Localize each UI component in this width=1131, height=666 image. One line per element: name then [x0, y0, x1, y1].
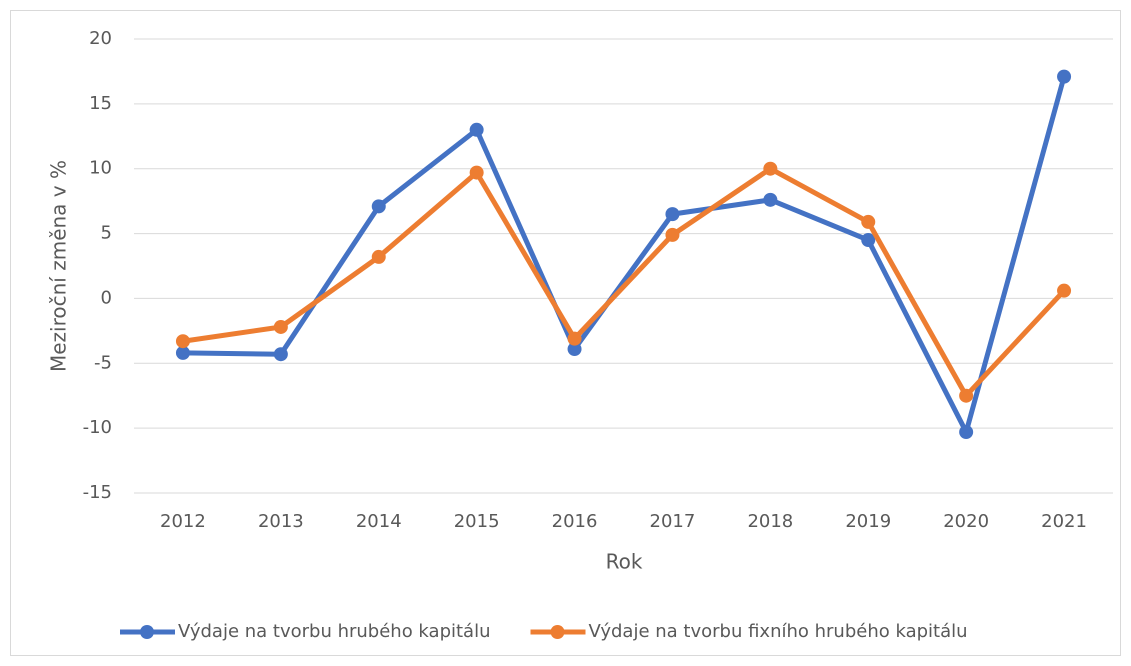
series-line [182, 75, 1067, 435]
y-tick-label: 0 [101, 287, 112, 308]
point [861, 214, 876, 229]
y-tick-label: 20 [89, 28, 112, 49]
legend-swatch-marker [550, 625, 565, 639]
point [469, 122, 484, 137]
point [567, 331, 582, 346]
point [665, 227, 680, 242]
point [1057, 283, 1072, 298]
point [175, 334, 190, 349]
y-tick-label: 5 [101, 223, 112, 244]
point [175, 345, 190, 360]
x-tick-label: 2019 [845, 511, 891, 532]
point [273, 319, 288, 334]
y-tick-label: -5 [94, 352, 112, 373]
point [273, 347, 288, 362]
series-line [182, 166, 1066, 399]
legend-swatch-marker [140, 625, 154, 639]
y-tick-label: -15 [83, 482, 112, 503]
point [1057, 69, 1072, 84]
y-axis-title: Meziroční změna v % [47, 160, 71, 372]
y-tick-label: 15 [89, 93, 112, 114]
x-tick-label: 2014 [356, 511, 402, 532]
legend-label: Výdaje na tvorbu hrubého kapitálu [178, 621, 491, 642]
point [665, 207, 680, 222]
x-tick-label: 2017 [650, 511, 696, 532]
x-tick-label: 2012 [160, 511, 206, 532]
point [371, 249, 386, 264]
point [959, 388, 974, 403]
point [763, 161, 778, 176]
point [469, 165, 484, 180]
point [567, 342, 582, 357]
y-tick-label: -10 [83, 417, 112, 438]
x-axis-title: Rok [606, 550, 643, 574]
x-tick-label: 2015 [454, 511, 500, 532]
x-tick-label: 2020 [943, 511, 989, 532]
x-tick-label: 2018 [747, 511, 793, 532]
point [959, 425, 974, 440]
y-tick-label: 10 [89, 158, 112, 179]
legend-label: Výdaje na tvorbu fixního hrubého kapitál… [589, 621, 968, 642]
x-tick-label: 2021 [1041, 511, 1087, 532]
point [371, 199, 386, 214]
x-tick-label: 2013 [258, 511, 304, 532]
x-tick-label: 2016 [552, 511, 598, 532]
point [861, 233, 876, 248]
point [763, 192, 778, 207]
